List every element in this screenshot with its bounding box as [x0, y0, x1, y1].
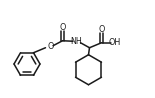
- Text: O: O: [98, 25, 105, 34]
- Text: O: O: [59, 23, 66, 32]
- Text: OH: OH: [108, 38, 121, 47]
- Text: O: O: [47, 42, 54, 51]
- Text: NH: NH: [71, 37, 82, 46]
